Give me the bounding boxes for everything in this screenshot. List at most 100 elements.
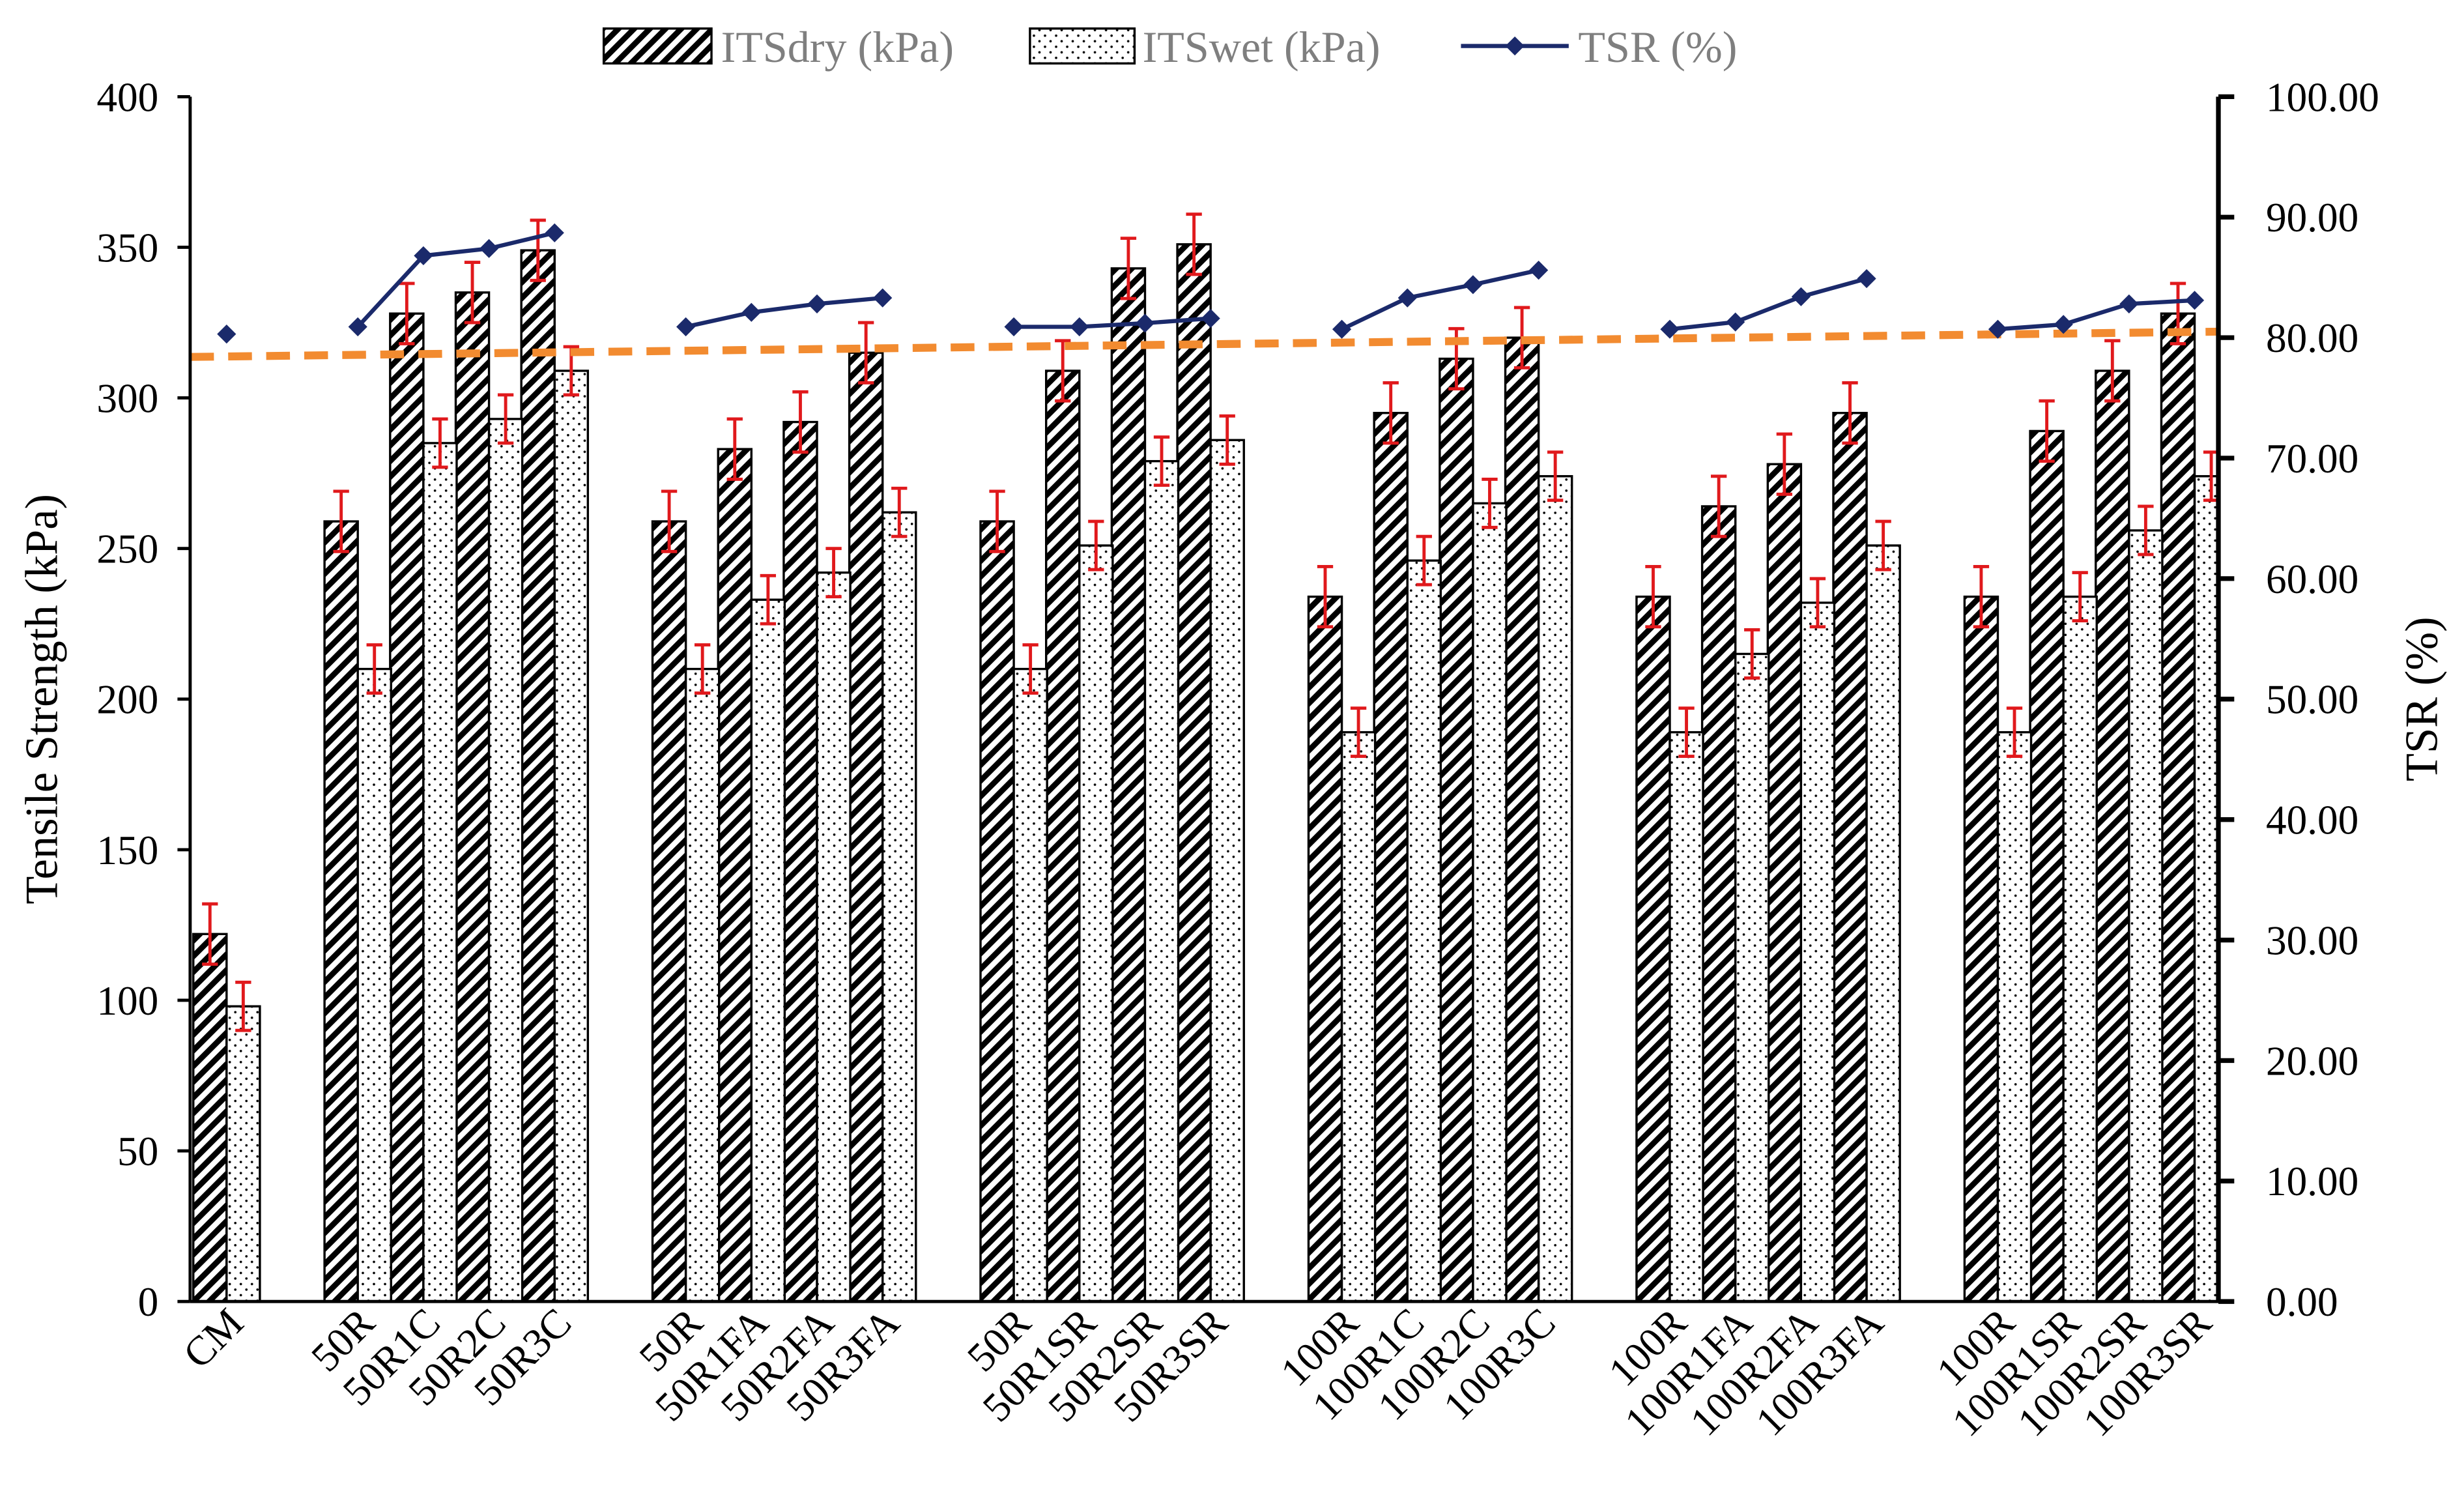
axes-layer bbox=[177, 94, 2235, 1304]
error-bar-itswet-27 bbox=[2006, 706, 2023, 759]
bar-itsdry-8 bbox=[717, 448, 753, 1302]
error-bar-itswet-15 bbox=[1219, 414, 1235, 466]
bar-itsdry-25 bbox=[1832, 411, 1868, 1302]
y-tick-label-left: 300 bbox=[96, 375, 158, 421]
y-tick-label-right: 30.00 bbox=[2266, 918, 2358, 963]
bar-itswet-30 bbox=[2193, 475, 2219, 1302]
error-bar-itswet-17 bbox=[1350, 706, 1367, 759]
bar-itsdry-2 bbox=[323, 520, 359, 1302]
y-tick-label-right: 40.00 bbox=[2266, 798, 2358, 843]
y-axis-title-right: TSR (%) bbox=[2397, 616, 2448, 781]
bar-itsdry-29 bbox=[2095, 369, 2130, 1302]
bar-itswet-10 bbox=[881, 511, 917, 1302]
y-tick-label-left: 250 bbox=[96, 527, 158, 572]
y-tick-label-right: 10.00 bbox=[2266, 1159, 2358, 1204]
error-bar-itswet-9 bbox=[825, 547, 842, 599]
error-bar-itsdry-7 bbox=[661, 489, 678, 553]
error-bar-itsdry-24 bbox=[1776, 432, 1793, 496]
error-bar-itsdry-28 bbox=[2039, 399, 2055, 463]
bar-itsdry-15 bbox=[1176, 243, 1212, 1302]
error-bar-itsdry-14 bbox=[1120, 237, 1137, 300]
bar-itsdry-20 bbox=[1504, 336, 1540, 1302]
tsr-line-segment bbox=[1669, 276, 1867, 332]
y-tick-label-left: 100 bbox=[96, 978, 158, 1024]
error-bar-itswet-12 bbox=[1022, 643, 1039, 695]
bar-itswet-18 bbox=[1406, 559, 1442, 1302]
y-tick-label-right: 100.00 bbox=[2266, 74, 2379, 120]
tsr-line-segment bbox=[1998, 298, 2195, 332]
tsr-point-25 bbox=[1857, 268, 1876, 289]
bar-itsdry-22 bbox=[1635, 595, 1671, 1302]
tsr-point-30 bbox=[2185, 291, 2205, 310]
error-bar-itsdry-12 bbox=[989, 489, 1005, 553]
tsr-point-27 bbox=[1988, 319, 2008, 339]
bar-itswet-13 bbox=[1078, 544, 1114, 1302]
legend-swatch-tsr-diamond-icon bbox=[1505, 36, 1525, 56]
bar-itsdry-7 bbox=[651, 520, 687, 1302]
error-bar-itswet-19 bbox=[1482, 477, 1498, 529]
bar-itswet-25 bbox=[1865, 544, 1901, 1302]
bar-itswet-27 bbox=[1996, 731, 2033, 1302]
y-axis-title-left: Tensile Strength (kPa) bbox=[17, 494, 68, 905]
tsr-point-5 bbox=[545, 223, 564, 242]
tsr-point-20 bbox=[1529, 261, 1549, 280]
tsr-point-3 bbox=[414, 246, 433, 266]
error-bar-itsdry-3 bbox=[399, 282, 415, 345]
error-bar-itsdry-17 bbox=[1317, 564, 1334, 629]
error-bar-itswet-23 bbox=[1744, 628, 1760, 680]
tsr-point-19 bbox=[1463, 275, 1483, 295]
tsr-line-segment bbox=[1014, 316, 1211, 329]
tsr-point-9 bbox=[807, 294, 827, 313]
y-tick-label-right: 20.00 bbox=[2266, 1038, 2358, 1084]
tsr-point-7 bbox=[676, 317, 696, 337]
bar-itsdry-13 bbox=[1045, 369, 1081, 1302]
y-tick-label-left: 150 bbox=[96, 828, 158, 873]
bar-itswet-15 bbox=[1209, 439, 1245, 1302]
bar-itswet-19 bbox=[1472, 502, 1508, 1302]
tsr-point-17 bbox=[1332, 319, 1352, 339]
legend-label-itswet: ITSwet (kPa) bbox=[1143, 22, 1381, 72]
bar-itswet-22 bbox=[1669, 731, 1704, 1302]
tsr-point-8 bbox=[741, 302, 761, 322]
error-bar-itswet-25 bbox=[1875, 519, 1891, 572]
error-bar-itsdry-13 bbox=[1055, 339, 1071, 403]
bar-itswet-7 bbox=[684, 667, 721, 1302]
bar-itsdry-18 bbox=[1373, 411, 1409, 1302]
bar-itswet-4 bbox=[487, 418, 524, 1302]
error-bar-itsdry-25 bbox=[1842, 381, 1858, 445]
y-tick-label-right: 50.00 bbox=[2266, 677, 2358, 723]
bar-itswet-17 bbox=[1340, 731, 1377, 1302]
bar-itsdry-12 bbox=[979, 520, 1015, 1302]
error-bar-itsdry-27 bbox=[1973, 564, 1990, 629]
error-bar-itswet-8 bbox=[760, 573, 777, 626]
legend-label-itsdry: ITSdry (kPa) bbox=[721, 22, 954, 72]
error-bar-itswet-18 bbox=[1416, 534, 1432, 586]
error-bar-itsdry-2 bbox=[333, 489, 349, 553]
legend: ITSdry (kPa) ITSwet (kPa) TSR (%) bbox=[602, 22, 1737, 72]
bar-itsdry-4 bbox=[454, 291, 491, 1302]
bar-itsdry-17 bbox=[1307, 595, 1343, 1302]
bar-itsdry-30 bbox=[2160, 312, 2196, 1302]
bars-layer bbox=[192, 243, 2219, 1302]
bar-itswet-5 bbox=[553, 369, 590, 1302]
legend-label-tsr: TSR (%) bbox=[1578, 22, 1737, 72]
bar-itswet-2 bbox=[356, 667, 392, 1302]
error-bar-itswet-3 bbox=[432, 417, 448, 469]
error-bar-itsdry-15 bbox=[1186, 212, 1202, 276]
tsr-point-15 bbox=[1201, 308, 1220, 328]
tsr-line-segment bbox=[356, 231, 555, 328]
error-bar-itswet-7 bbox=[695, 643, 711, 695]
tsr-line-segment bbox=[1341, 268, 1540, 332]
tsr-point-10 bbox=[873, 288, 893, 308]
error-bar-itswet-29 bbox=[2138, 504, 2154, 557]
x-tick-label: CM bbox=[175, 1299, 252, 1377]
tsr-line-segment bbox=[685, 295, 883, 329]
bar-itswet-0 bbox=[225, 1005, 261, 1302]
legend-swatch-itswet bbox=[1029, 27, 1136, 65]
error-bar-itsdry-10 bbox=[858, 321, 874, 384]
trendline-layer bbox=[190, 327, 2219, 361]
y-tick-label-right: 70.00 bbox=[2266, 436, 2358, 482]
bar-itsdry-14 bbox=[1110, 267, 1147, 1302]
legend-item-tsr: TSR (%) bbox=[1461, 22, 1737, 72]
error-bar-itsdry-5 bbox=[530, 218, 546, 282]
